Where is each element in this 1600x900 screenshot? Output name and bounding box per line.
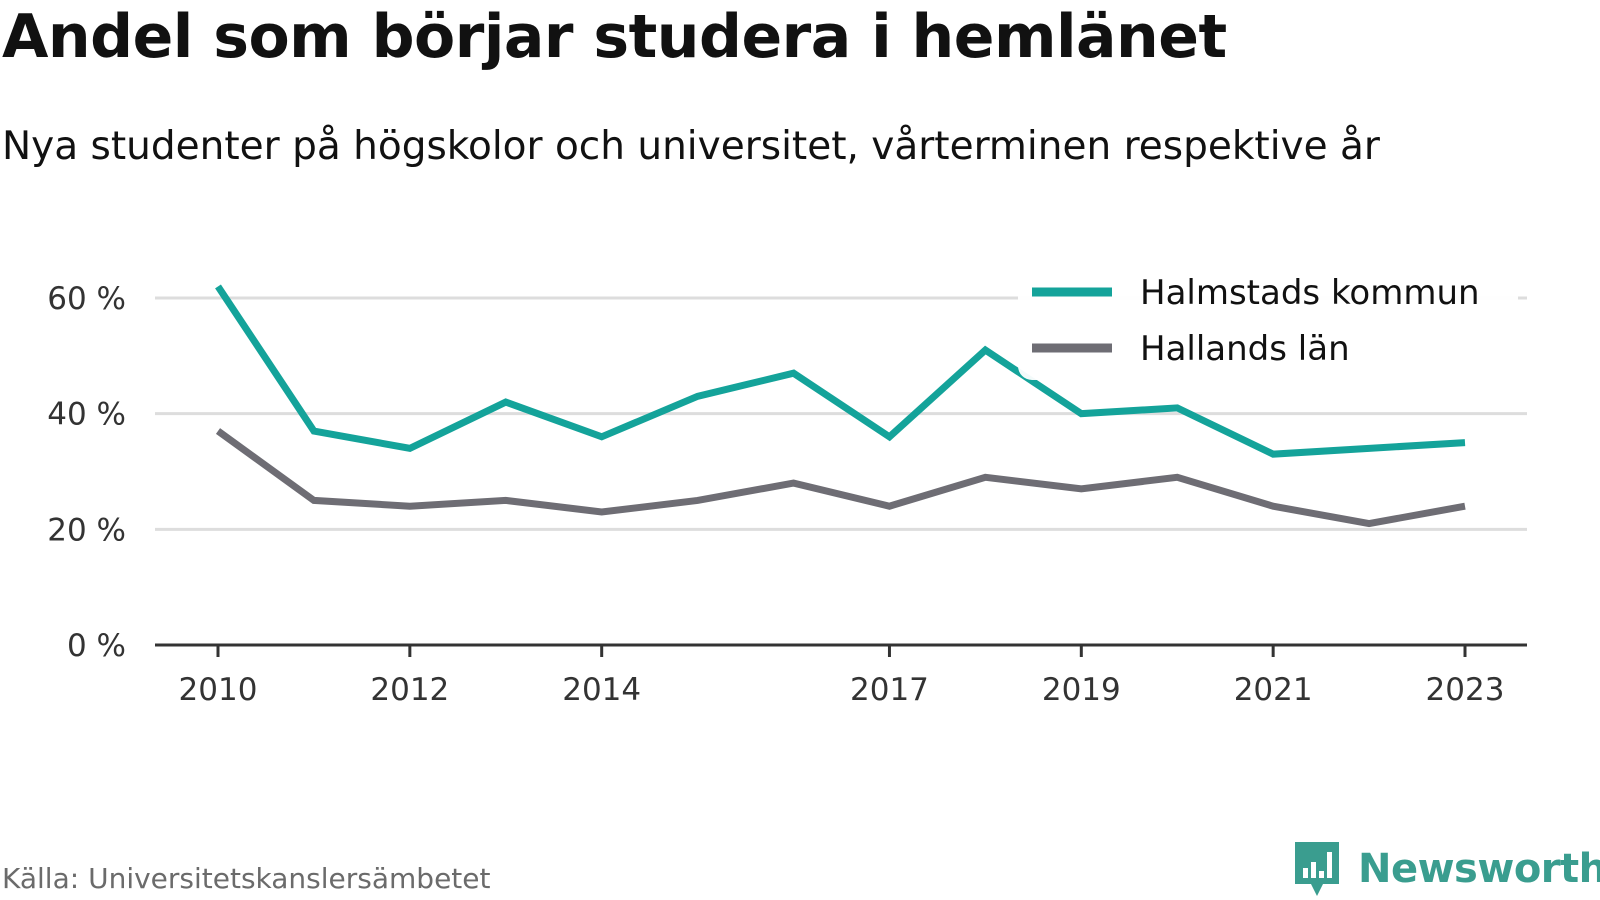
line-chart: 0 % 20 % 40 % 60 % 2010 2012 2014 2017 2019 2021 2…: [47, 262, 1527, 708]
x-tick-label: 2017: [850, 672, 929, 708]
legend-background: [1018, 262, 1518, 380]
brand-name: Newsworthy: [1358, 846, 1600, 892]
legend-label: Hallands län: [1140, 329, 1350, 369]
y-tick-label: 40 %: [47, 397, 126, 433]
x-tick-label: 2014: [562, 672, 641, 708]
legend-label: Halmstads kommun: [1140, 273, 1480, 313]
source-note: Källa: Universitetskanslersämbetet: [2, 862, 491, 895]
y-tick-label: 60 %: [47, 281, 126, 317]
x-tick-label: 2012: [370, 672, 449, 708]
x-tick-label: 2021: [1234, 672, 1313, 708]
chart-subtitle: Nya studenter på högskolor och universit…: [2, 124, 1380, 169]
y-tick-label: 0 %: [67, 628, 126, 664]
x-tick-label: 2023: [1426, 672, 1505, 708]
newsworthy-logo-icon: [1295, 842, 1339, 896]
y-tick-label: 20 %: [47, 512, 126, 548]
x-tick-label: 2010: [179, 672, 258, 708]
chart-title: Andel som börjar studera i hemlänet: [2, 2, 1227, 72]
brand-logo: Newsworthy: [1292, 840, 1600, 898]
x-tick-label: 2019: [1042, 672, 1121, 708]
series-line: [215, 428, 1466, 528]
series-line: [215, 284, 1466, 458]
